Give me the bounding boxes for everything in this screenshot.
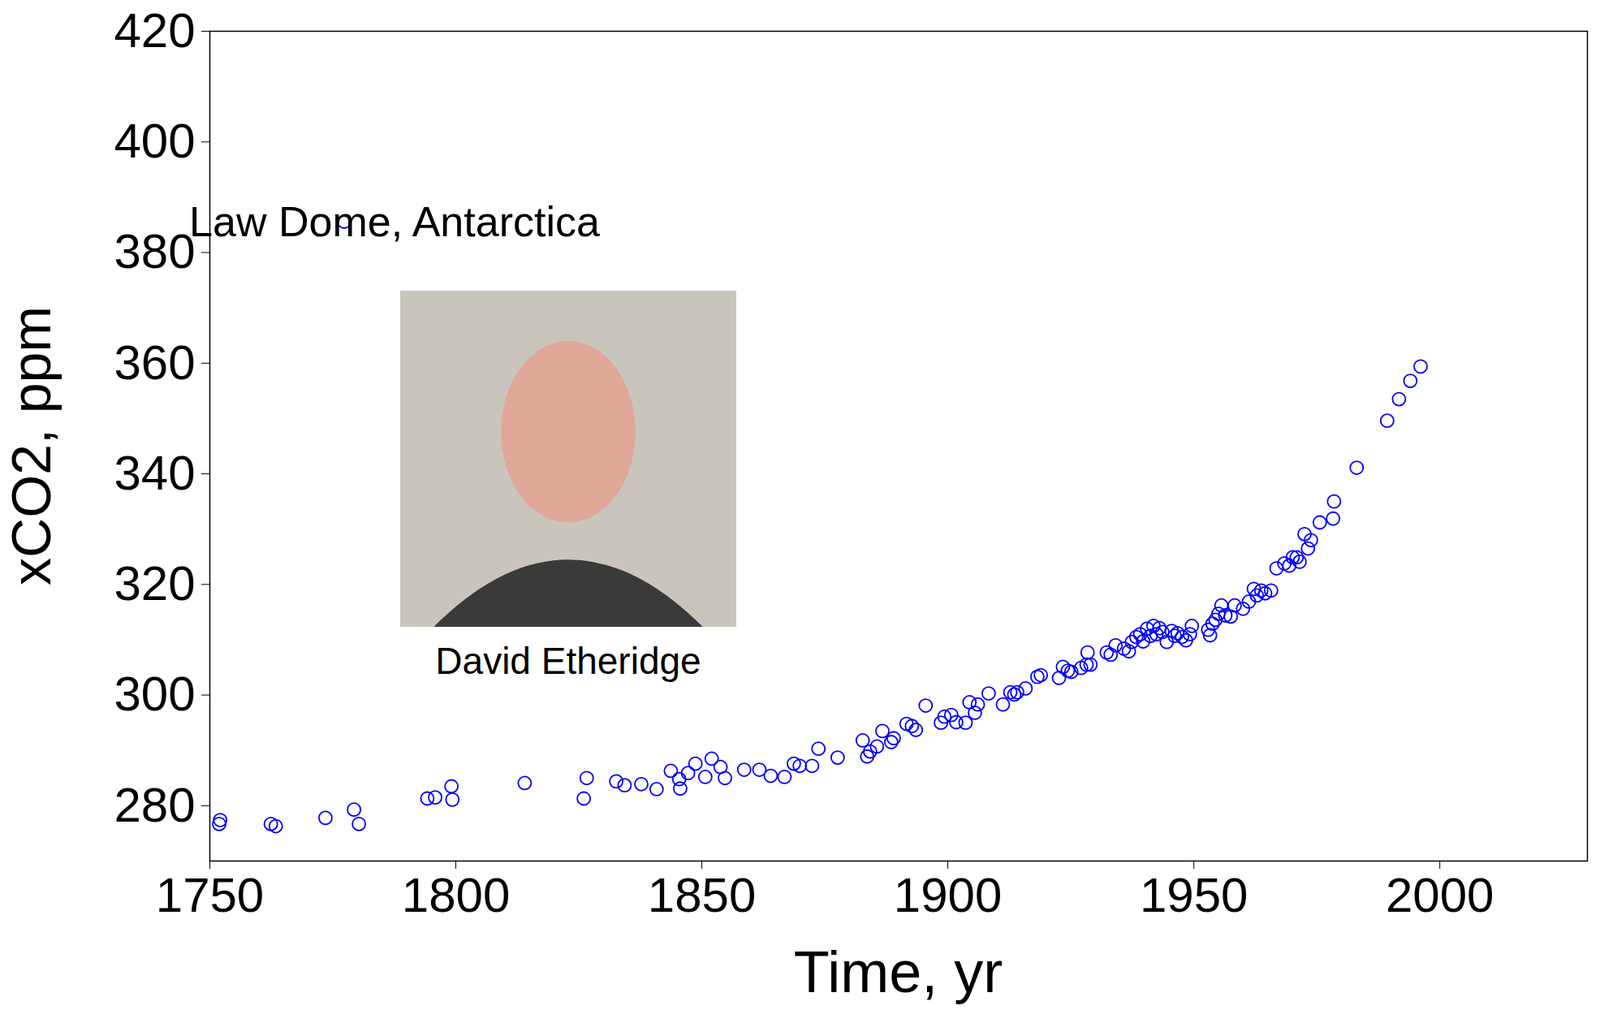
svg-text:420: 420 [113,3,195,58]
svg-text:280: 280 [113,777,195,833]
svg-text:Time, yr: Time, yr [793,939,1003,1005]
svg-text:1900: 1900 [893,867,1002,923]
svg-text:1950: 1950 [1139,867,1248,923]
svg-text:1850: 1850 [647,867,756,923]
svg-text:340: 340 [113,445,195,501]
svg-text:1750: 1750 [155,867,264,923]
svg-text:David Etheridge: David Etheridge [435,639,701,682]
svg-text:400: 400 [113,113,195,169]
svg-text:300: 300 [113,666,195,721]
svg-text:380: 380 [113,224,195,279]
svg-text:Law Dome, Antarctica: Law Dome, Antarctica [189,198,600,246]
svg-text:1800: 1800 [401,867,510,923]
svg-text:360: 360 [113,335,195,390]
svg-text:xCO2, ppm: xCO2, ppm [0,306,62,586]
svg-text:2000: 2000 [1385,867,1494,923]
svg-text:320: 320 [113,556,195,611]
